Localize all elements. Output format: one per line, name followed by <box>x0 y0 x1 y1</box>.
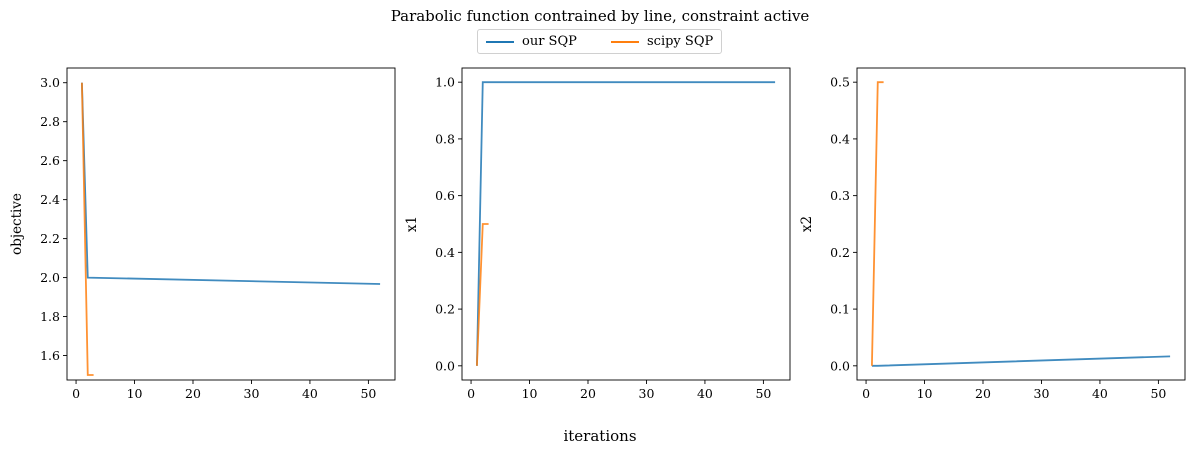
y-tick-label: 1.8 <box>40 309 60 324</box>
figure-title: Parabolic function contrained by line, c… <box>390 7 810 25</box>
y-tick-label: 2.0 <box>40 270 60 285</box>
x-tick-label: 30 <box>1034 386 1050 401</box>
x-tick-label: 30 <box>244 386 260 401</box>
x-tick-label: 0 <box>72 386 80 401</box>
y-tick-label: 2.4 <box>40 192 60 207</box>
y-tick-label: 1.6 <box>40 348 60 363</box>
legend-label-scipy-sqp: scipy SQP <box>647 34 714 49</box>
x-tick-label: 40 <box>302 386 318 401</box>
x-tick-label: 0 <box>862 386 870 401</box>
y-axis-label: x1 <box>404 216 420 232</box>
legend-swatch-our-sqp <box>486 40 514 43</box>
y-tick-label: 0.3 <box>830 188 850 203</box>
x-tick-label: 10 <box>522 386 538 401</box>
series-line-our-sqp <box>871 355 1171 367</box>
x-tick-label: 0 <box>467 386 475 401</box>
y-axis-label: x2 <box>799 216 815 232</box>
series-line-our-sqp <box>81 82 381 285</box>
x-tick-label: 20 <box>185 386 201 401</box>
x-tick-label: 30 <box>639 386 655 401</box>
series-line-scipy-sqp <box>871 81 884 366</box>
axes-frame <box>856 67 1186 381</box>
x-tick-label: 10 <box>127 386 143 401</box>
y-axis-label: objective <box>9 193 25 255</box>
x-tick-label: 40 <box>697 386 713 401</box>
y-tick-label: 0.6 <box>435 188 455 203</box>
y-tick-label: 0.2 <box>435 302 455 317</box>
y-tick-label: 0.1 <box>830 302 850 317</box>
axes-frame <box>66 67 396 381</box>
subplot-3: 0 10 20 30 40 50 0.0 0.1 0.2 0.3 0.4 0.5 x2 <box>799 67 1186 401</box>
shared-x-axis-label: iterations <box>563 427 637 445</box>
y-tick-label: 1.0 <box>435 75 455 90</box>
subplot-1: 0 10 20 30 40 50 1.6 1.8 2.0 2.2 2.4 2.6 2.8 3.0 objec… <box>9 67 396 401</box>
y-tick-label: 0.5 <box>830 75 850 90</box>
x-tick-label: 10 <box>917 386 933 401</box>
legend-swatch-scipy-sqp <box>611 40 639 43</box>
y-tick-label: 2.8 <box>40 114 60 129</box>
x-tick-label: 40 <box>1092 386 1108 401</box>
subplot-2: 0 10 20 30 40 50 0.0 0.2 0.4 0.6 0.8 1.0 x1 <box>404 67 791 401</box>
x-tick-label: 50 <box>360 386 376 401</box>
y-tick-label: 3.0 <box>40 75 60 90</box>
y-tick-label: 0.0 <box>435 358 455 373</box>
legend: our SQP scipy SQP <box>477 29 722 54</box>
series-line-scipy-sqp <box>476 223 489 366</box>
legend-label-our-sqp: our SQP <box>522 34 577 49</box>
series-line-scipy-sqp <box>81 82 94 376</box>
x-tick-label: 50 <box>755 386 771 401</box>
x-tick-label: 20 <box>975 386 991 401</box>
y-tick-label: 0.4 <box>435 245 455 260</box>
legend-item-our-sqp: our SQP <box>486 34 577 49</box>
y-tick-label: 0.8 <box>435 131 455 146</box>
x-tick-label: 20 <box>580 386 596 401</box>
x-tick-label: 50 <box>1150 386 1166 401</box>
series-line-our-sqp <box>476 81 776 366</box>
legend-item-scipy-sqp: scipy SQP <box>611 34 713 49</box>
y-tick-label: 0.2 <box>830 245 850 260</box>
axes-frame <box>461 67 791 381</box>
y-tick-label: 2.2 <box>40 231 60 246</box>
y-tick-label: 0.0 <box>830 358 850 373</box>
y-tick-label: 0.4 <box>830 131 850 146</box>
y-tick-label: 2.6 <box>40 153 60 168</box>
